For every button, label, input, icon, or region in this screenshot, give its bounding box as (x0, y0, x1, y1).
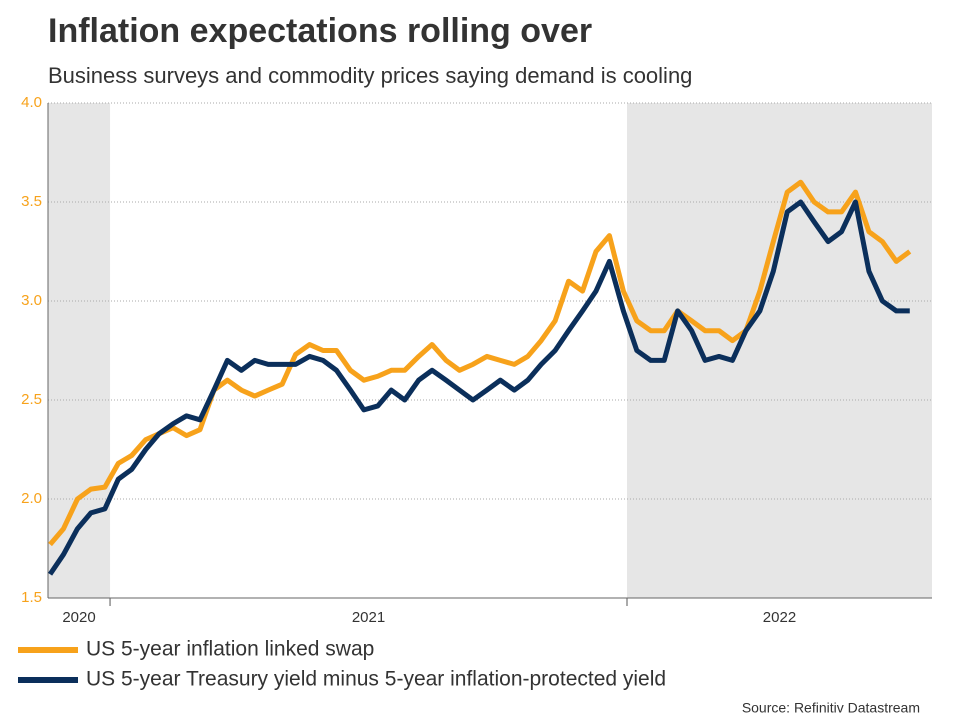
y-tick-label: 4.0 (21, 94, 42, 111)
y-tick-label: 2.0 (21, 490, 42, 507)
chart-subtitle: Business surveys and commodity prices sa… (48, 63, 692, 88)
source: Source: Refinitiv Datastream (742, 700, 920, 716)
y-tick-label: 1.5 (21, 589, 42, 606)
x-tick-label: 2022 (763, 609, 796, 626)
y-tick-label: 2.5 (21, 391, 42, 408)
year-band (626, 103, 932, 598)
x-tick-label: 2020 (62, 609, 95, 626)
chart-title: Inflation expectations rolling over (48, 12, 592, 50)
series-line (47, 199, 910, 576)
x-tick-label: 2021 (352, 609, 385, 626)
y-tick-label: 3.0 (21, 292, 42, 309)
legend-label: US 5-year Treasury yield minus 5-year in… (86, 668, 666, 691)
year-band (48, 103, 111, 598)
series-line (48, 179, 912, 547)
legend-label: US 5-year inflation linked swap (86, 638, 374, 661)
y-tick-label: 3.5 (21, 193, 42, 210)
